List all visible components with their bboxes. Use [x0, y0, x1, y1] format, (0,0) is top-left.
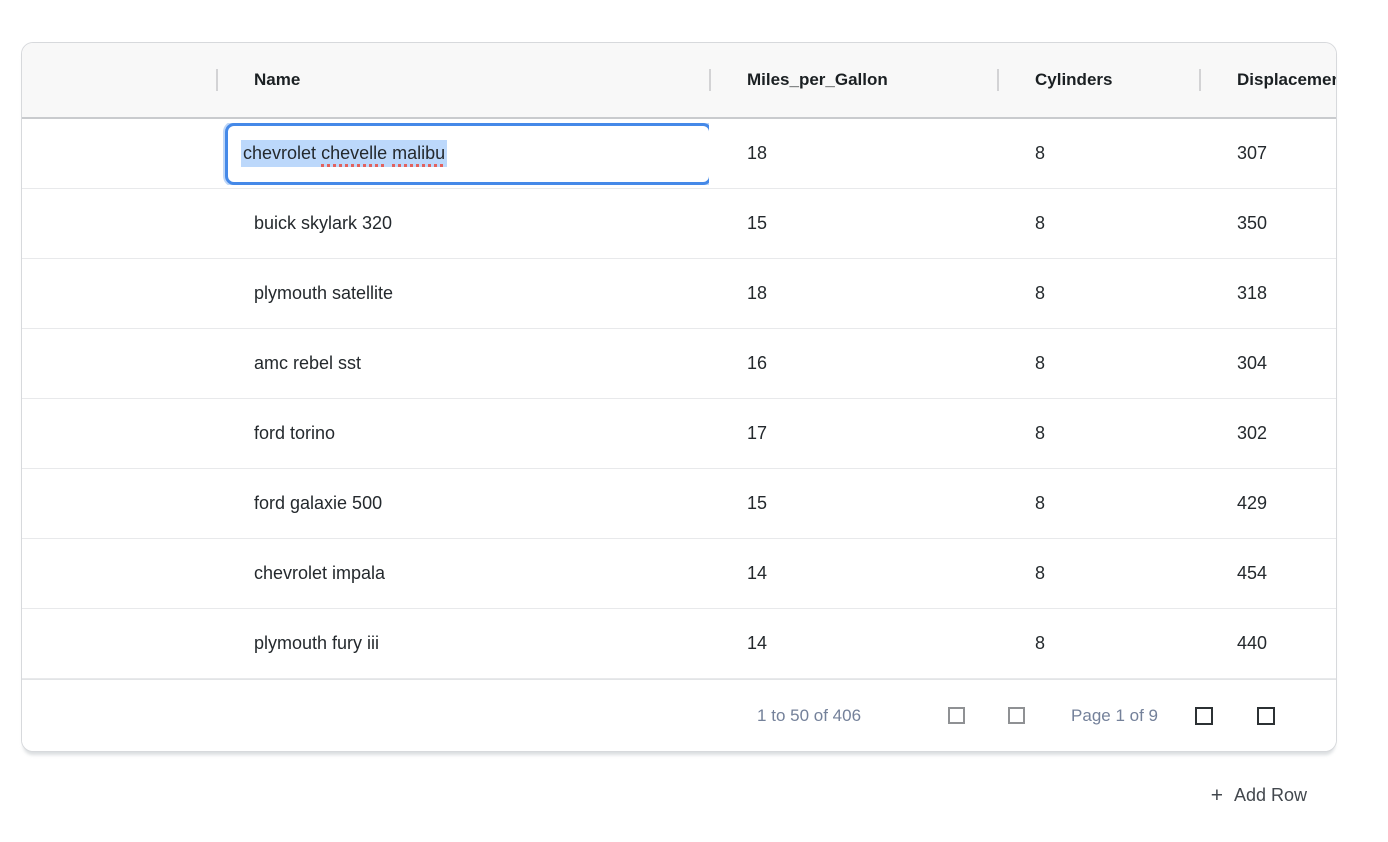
- box-glyph-icon: [948, 707, 966, 724]
- displacement-cell[interactable]: 318: [1237, 283, 1268, 303]
- table-row: chevrolet impala 14 8 454: [22, 539, 1336, 609]
- displacement-cell[interactable]: 350: [1237, 213, 1268, 233]
- table-row: chevrolet chevelle malibu 18 8 307: [22, 119, 1336, 189]
- add-row-button[interactable]: + Add Row: [1211, 785, 1307, 806]
- table-row: ford galaxie 500 15 8 429: [22, 469, 1336, 539]
- name-cell[interactable]: plymouth fury iii: [254, 633, 380, 653]
- pagination-bar: 1 to 50 of 406 Page 1 of 9: [22, 679, 1336, 751]
- name-cell[interactable]: buick skylark 320: [254, 213, 393, 233]
- cylinders-cell[interactable]: 8: [1035, 283, 1046, 303]
- column-header-row-handle: [22, 43, 216, 117]
- displacement-cell[interactable]: 440: [1237, 633, 1268, 653]
- box-glyph-icon: [1008, 707, 1026, 724]
- column-header-displacement[interactable]: Displacement: [1199, 43, 1336, 117]
- miles-per-gallon-cell[interactable]: 15: [747, 213, 768, 233]
- table-row: plymouth fury iii 14 8 440: [22, 609, 1336, 679]
- cylinders-cell[interactable]: 8: [1035, 353, 1046, 373]
- table-row: buick skylark 320 15 8 350: [22, 189, 1336, 259]
- row-range-label: 1 to 50 of 406: [757, 705, 862, 725]
- selected-text: chevrolet chevelle malibu: [241, 140, 448, 167]
- table-row: plymouth satellite 18 8 318: [22, 259, 1336, 329]
- displacement-cell[interactable]: 302: [1237, 423, 1268, 443]
- name-cell[interactable]: amc rebel sst: [254, 353, 362, 373]
- plus-icon: +: [1210, 784, 1223, 807]
- column-header-miles_per_gallon[interactable]: Miles_per_Gallon: [709, 43, 997, 117]
- grid-header: Name Miles_per_Gallon Cylinders Displacemen…: [22, 43, 1336, 119]
- name-cell[interactable]: chevrolet chevelle malibu: [216, 122, 709, 185]
- cell-editor-input[interactable]: chevrolet chevelle malibu: [225, 122, 709, 185]
- add-row-label: Add Row: [1233, 785, 1307, 805]
- displacement-cell[interactable]: 307: [1237, 143, 1268, 163]
- name-cell[interactable]: chevrolet impala: [254, 563, 386, 583]
- displacement-cell[interactable]: 429: [1237, 493, 1268, 513]
- last-page-button[interactable]: [1257, 706, 1275, 725]
- box-glyph-icon: [1195, 706, 1213, 725]
- miles-per-gallon-cell[interactable]: 14: [747, 563, 768, 583]
- name-cell[interactable]: plymouth satellite: [254, 283, 394, 303]
- cylinders-cell[interactable]: 8: [1035, 633, 1046, 653]
- page-indicator-label: Page 1 of 9: [1071, 705, 1158, 725]
- miles-per-gallon-cell[interactable]: 18: [747, 283, 768, 303]
- grid-body: chevrolet chevelle malibu 18 8 307 buick sky…: [22, 119, 1336, 679]
- name-cell[interactable]: ford torino: [254, 423, 336, 443]
- table-row: ford torino 17 8 302: [22, 399, 1336, 469]
- box-glyph-icon: [1257, 706, 1275, 725]
- previous-page-button[interactable]: [1008, 707, 1026, 724]
- miles-per-gallon-cell[interactable]: 17: [747, 423, 768, 443]
- data-grid: Name Miles_per_Gallon Cylinders Displacemen…: [21, 42, 1337, 752]
- cylinders-cell[interactable]: 8: [1035, 563, 1046, 583]
- cylinders-cell[interactable]: 8: [1035, 423, 1046, 443]
- column-header-cylinders[interactable]: Cylinders: [997, 43, 1199, 117]
- name-cell[interactable]: ford galaxie 500: [254, 493, 383, 513]
- column-header-label: Name: [254, 70, 301, 89]
- column-header-label: Miles_per_Gallon: [747, 70, 888, 89]
- displacement-cell[interactable]: 304: [1237, 353, 1268, 373]
- cylinders-cell[interactable]: 8: [1035, 213, 1046, 233]
- table-row: amc rebel sst 16 8 304: [22, 329, 1336, 399]
- cylinders-cell[interactable]: 8: [1035, 493, 1046, 513]
- miles-per-gallon-cell[interactable]: 16: [747, 353, 768, 373]
- column-header-label: Cylinders: [1035, 70, 1113, 89]
- column-header-name[interactable]: Name: [216, 43, 709, 117]
- cylinders-cell[interactable]: 8: [1035, 143, 1046, 163]
- next-page-button[interactable]: [1195, 706, 1213, 725]
- displacement-cell[interactable]: 454: [1237, 563, 1268, 583]
- miles-per-gallon-cell[interactable]: 14: [747, 633, 768, 653]
- miles-per-gallon-cell[interactable]: 18: [747, 143, 768, 163]
- miles-per-gallon-cell[interactable]: 15: [747, 493, 768, 513]
- column-header-label: Displacement: [1237, 70, 1336, 89]
- first-page-button[interactable]: [948, 707, 966, 724]
